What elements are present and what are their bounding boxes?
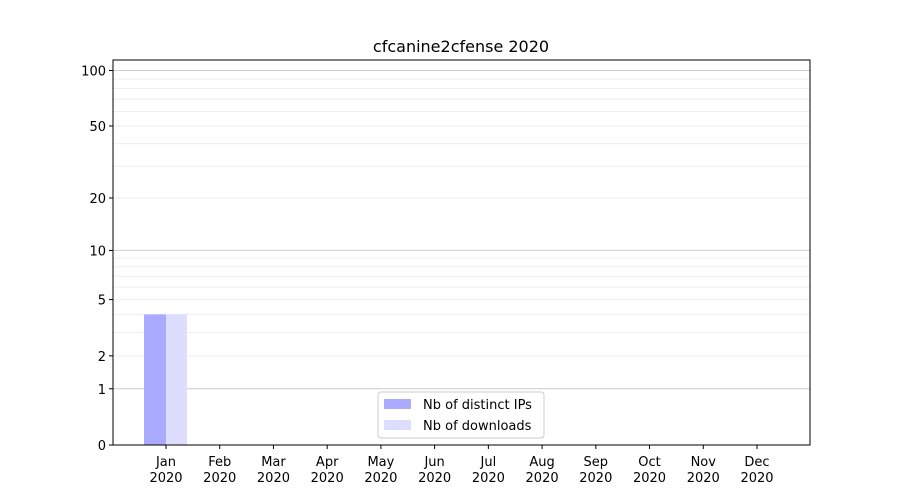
x-tick-label-month: Aug <box>529 455 554 470</box>
y-tick-label: 10 <box>89 244 106 259</box>
x-tick-label-year: 2020 <box>472 471 505 486</box>
x-tick-label-month: May <box>367 455 394 470</box>
x-tick-label-month: Sep <box>584 455 609 470</box>
legend-swatch <box>384 399 411 409</box>
x-tick-label-year: 2020 <box>579 471 612 486</box>
x-tick-label-month: Jun <box>423 455 444 470</box>
y-tick-label: 1 <box>98 383 106 398</box>
legend-swatch <box>384 420 411 430</box>
legend-box <box>377 391 545 439</box>
x-tick-label-month: Mar <box>261 455 286 470</box>
y-axis: 0 1 2 5 10 20 50 100 <box>81 65 113 454</box>
x-tick-label-year: 2020 <box>257 471 290 486</box>
y-tick-label: 20 <box>89 192 106 207</box>
x-tick-label-month: Dec <box>744 455 769 470</box>
x-tick-label-year: 2020 <box>633 471 666 486</box>
legend: Nb of distinct IPs Nb of downloads <box>377 391 545 439</box>
x-tick-label-month: Nov <box>691 455 717 470</box>
y-tick-label: 2 <box>98 350 106 365</box>
y-tick-label: 0 <box>98 439 106 454</box>
x-tick-label-year: 2020 <box>687 471 720 486</box>
y-tick-label: 50 <box>89 120 106 135</box>
x-tick-label-month: Jan <box>155 455 176 470</box>
bars <box>144 314 187 445</box>
x-tick-label-year: 2020 <box>526 471 559 486</box>
bar-distinct-ips <box>144 314 166 445</box>
y-tick-label: 100 <box>81 65 106 80</box>
x-tick-label-month: Apr <box>316 455 339 470</box>
grid <box>113 70 810 446</box>
legend-label: Nb of downloads <box>423 419 532 434</box>
x-tick-label-year: 2020 <box>149 471 182 486</box>
x-tick-label-year: 2020 <box>418 471 451 486</box>
x-tick-label-year: 2020 <box>740 471 773 486</box>
bar-downloads <box>166 314 187 445</box>
y-tick-label: 5 <box>98 294 106 309</box>
x-tick-label-year: 2020 <box>311 471 344 486</box>
x-tick-label-month: Feb <box>208 455 231 470</box>
x-axis: Jan2020Feb2020Mar2020Apr2020May2020Jun20… <box>149 445 774 486</box>
x-tick-label-month: Jul <box>480 455 497 470</box>
x-tick-label-year: 2020 <box>203 471 236 486</box>
x-tick-label-month: Oct <box>638 455 660 470</box>
chart-title: cfcanine2cfense 2020 <box>373 37 549 56</box>
legend-label: Nb of distinct IPs <box>423 398 532 413</box>
x-tick-label-year: 2020 <box>364 471 397 486</box>
plot-frame <box>112 59 811 446</box>
